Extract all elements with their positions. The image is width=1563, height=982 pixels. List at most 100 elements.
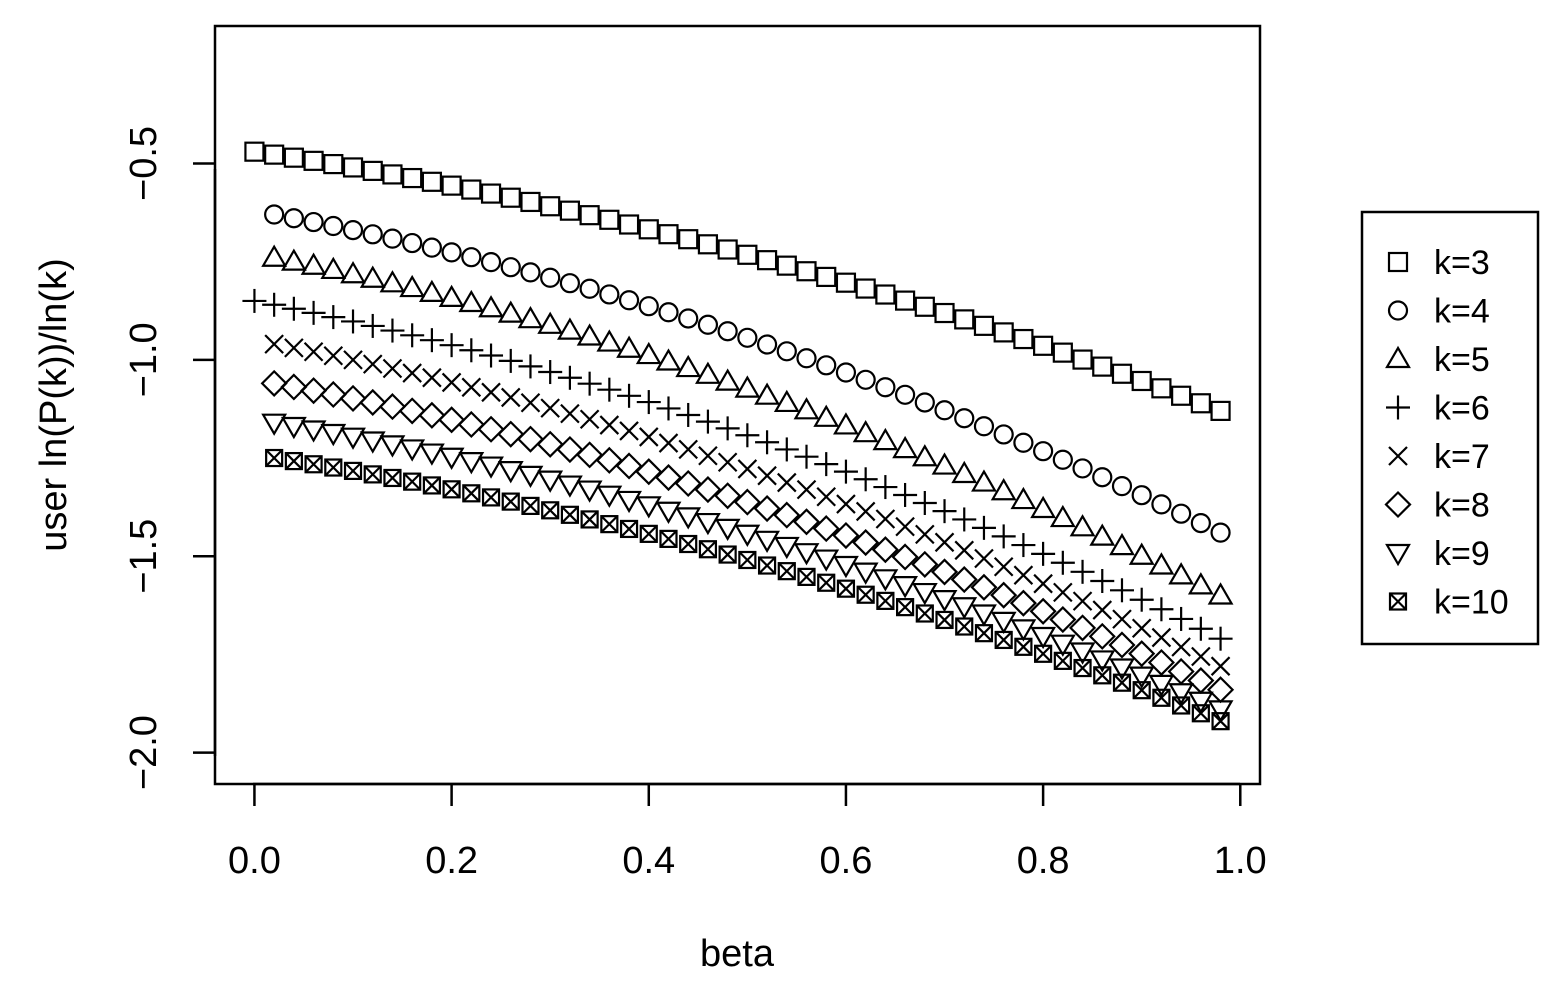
series-k=10 [265, 448, 1230, 731]
data-point [952, 507, 977, 532]
x-tick-label: 0.0 [228, 840, 281, 882]
x-tick-label: 0.8 [1017, 840, 1070, 882]
data-point [599, 415, 620, 435]
data-point [481, 382, 501, 403]
data-point [875, 284, 896, 305]
data-point [618, 214, 640, 235]
data-point [1010, 619, 1037, 642]
data-point [1088, 622, 1116, 650]
data-point [1211, 712, 1230, 731]
data-point [560, 505, 580, 524]
data-point [794, 444, 819, 469]
data-point [1128, 542, 1155, 565]
data-point [891, 543, 919, 571]
data-point [717, 452, 738, 473]
data-point [1190, 393, 1211, 414]
data-point [1187, 691, 1214, 714]
data-point [1190, 512, 1211, 534]
data-point [855, 501, 876, 522]
data-point [596, 485, 623, 508]
data-point [1070, 559, 1095, 584]
data-point [579, 278, 600, 299]
data-point [990, 581, 1018, 609]
data-point [1072, 458, 1093, 479]
data-point [1131, 618, 1152, 639]
data-point [280, 248, 307, 271]
data-point [756, 250, 778, 271]
legend-item: k=7 [1388, 438, 1490, 476]
data-point [914, 296, 935, 317]
data-point [1152, 688, 1171, 707]
legend-marker [1385, 345, 1411, 369]
data-point [796, 479, 817, 500]
data-point [934, 302, 955, 324]
data-point [1069, 514, 1096, 537]
data-point [695, 409, 720, 434]
y-tick-label: −1.0 [123, 322, 165, 397]
data-point [1128, 640, 1156, 668]
data-point [1112, 609, 1132, 629]
data-point [616, 490, 642, 514]
data-point [265, 448, 284, 468]
data-point [991, 524, 1016, 549]
data-point [1073, 658, 1092, 678]
data-point [303, 150, 324, 171]
data-point [321, 305, 346, 330]
data-point [678, 439, 698, 460]
data-point [615, 452, 643, 480]
data-point [695, 512, 721, 536]
data-point [340, 261, 366, 284]
data-point [618, 290, 640, 311]
data-point [359, 431, 386, 454]
legend-label: k=8 [1434, 487, 1490, 525]
data-point [852, 528, 880, 557]
data-point [836, 579, 856, 598]
data-point [950, 565, 978, 594]
data-point [872, 427, 899, 451]
data-point [1112, 673, 1132, 692]
data-point [911, 550, 939, 578]
data-point [737, 244, 758, 265]
series-k=7 [264, 334, 1231, 676]
data-point [399, 274, 426, 298]
data-point [915, 604, 934, 623]
data-point [656, 396, 681, 421]
data-point [500, 257, 521, 278]
data-point [993, 556, 1014, 577]
data-point [518, 354, 543, 379]
data-point [520, 262, 541, 283]
data-point [954, 309, 975, 330]
data-point [813, 549, 840, 572]
data-point [599, 209, 620, 230]
data-point [757, 556, 777, 575]
data-point [773, 389, 800, 413]
data-point [1072, 591, 1093, 611]
data-point [540, 196, 561, 217]
legend-item: k=6 [1386, 390, 1490, 428]
data-point [894, 384, 916, 405]
data-point [675, 507, 702, 530]
legend-label: k=6 [1434, 390, 1490, 428]
data-point [1210, 400, 1231, 421]
data-point [556, 475, 583, 498]
data-point [402, 363, 422, 383]
data-point [418, 443, 445, 466]
data-point [1109, 578, 1134, 603]
data-point [595, 446, 623, 474]
data-point [876, 591, 895, 610]
legend-label: k=9 [1434, 535, 1490, 573]
data-point [1149, 597, 1174, 622]
data-point [402, 232, 423, 254]
data-point [993, 424, 1014, 445]
data-point [1092, 356, 1113, 377]
data-point [756, 334, 778, 355]
data-point [1129, 587, 1154, 612]
data-point [893, 482, 918, 507]
data-point [1132, 681, 1151, 700]
data-point [459, 338, 484, 363]
data-point [323, 153, 344, 175]
data-point [793, 543, 820, 566]
data-point [753, 494, 781, 523]
data-point [678, 229, 699, 250]
